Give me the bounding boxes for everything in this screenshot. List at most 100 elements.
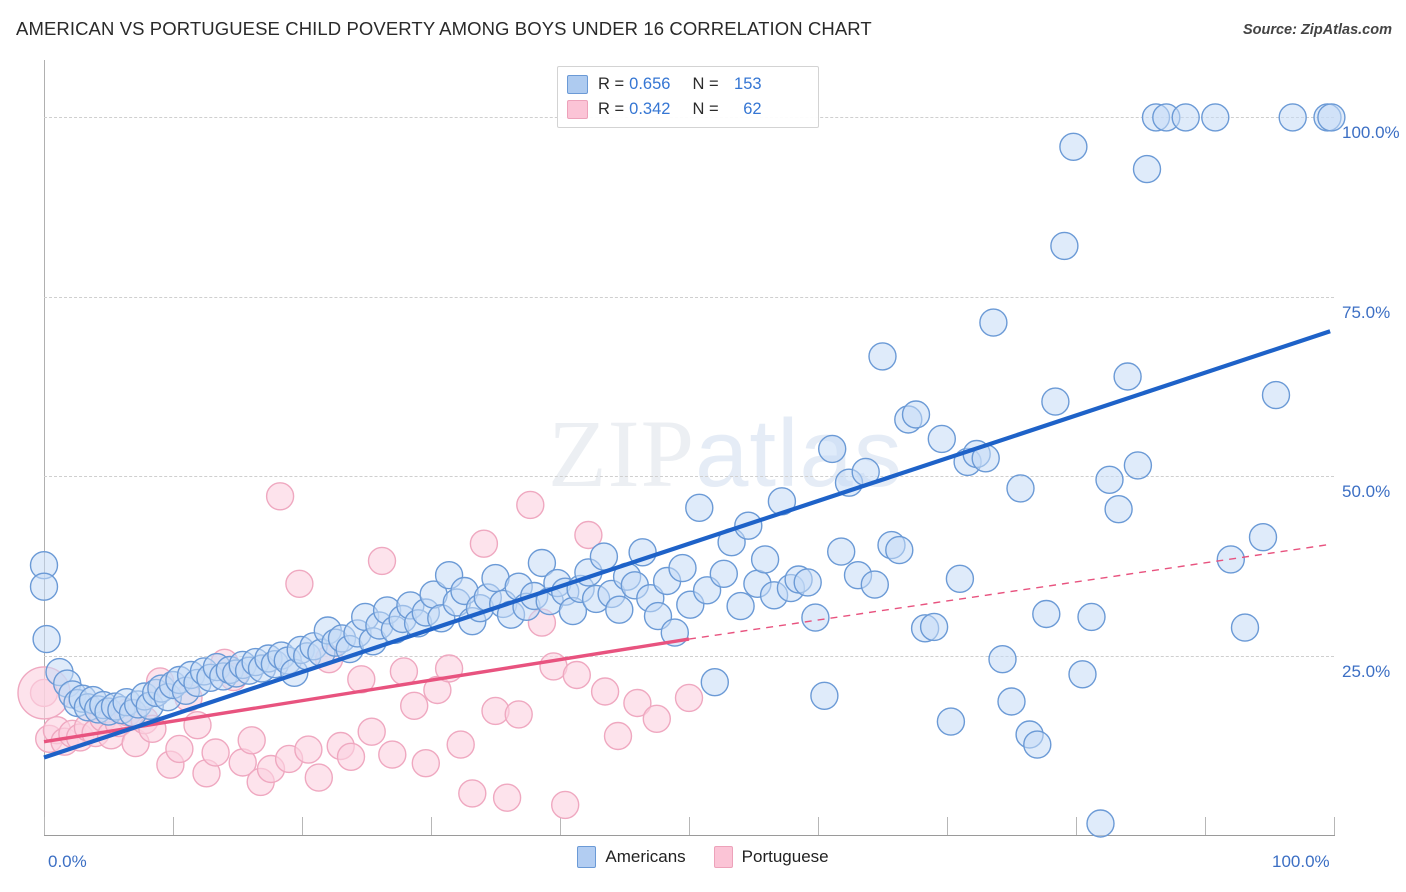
- source-attribution: Source: ZipAtlas.com: [1242, 22, 1392, 38]
- portuguese-data-point: [357, 717, 386, 746]
- portuguese-r-label: R =: [598, 100, 625, 118]
- portuguese-data-point: [201, 738, 230, 767]
- americans-data-point: [527, 548, 557, 578]
- americans-data-point: [750, 545, 780, 574]
- correlation-stats-legend: R = 0.656 N = 153 R = 0.342 N = 62: [557, 66, 819, 128]
- portuguese-data-point: [492, 783, 522, 812]
- americans-r-value: 0.656: [629, 75, 671, 93]
- americans-trendline: [43, 329, 1331, 760]
- x-axis-tick: [818, 817, 819, 835]
- trendlines-group: [43, 329, 1331, 760]
- americans-data-point: [1095, 465, 1124, 494]
- y-tick-label: 50.0%: [1342, 482, 1391, 502]
- legend-item-americans[interactable]: Americans: [577, 846, 686, 868]
- portuguese-data-point: [562, 660, 591, 690]
- americans-n-label: N =: [692, 75, 719, 93]
- americans-data-point: [927, 424, 956, 454]
- portuguese-data-point: [367, 546, 397, 576]
- portuguese-data-point: [294, 735, 323, 764]
- portuguese-data-point: [458, 779, 487, 808]
- portuguese-data-point: [389, 657, 419, 686]
- americans-data-point: [1104, 495, 1133, 524]
- stats-row-americans: R = 0.656 N = 153: [567, 72, 809, 97]
- americans-data-point: [1006, 474, 1035, 503]
- page-title: AMERICAN VS PORTUGUESE CHILD POVERTY AMO…: [16, 18, 872, 39]
- americans-n-value: 153: [734, 75, 762, 93]
- americans-data-point: [1123, 451, 1153, 480]
- x-tick-label-min: 0.0%: [48, 852, 87, 871]
- americans-points-group: [29, 103, 1346, 838]
- stats-row-portuguese: R = 0.342 N = 62: [567, 97, 809, 122]
- americans-data-point: [1317, 103, 1346, 132]
- americans-data-point: [1132, 154, 1162, 184]
- americans-data-point: [685, 493, 714, 522]
- americans-data-point: [668, 553, 697, 583]
- americans-data-point: [818, 434, 847, 464]
- americans-data-point: [1278, 103, 1307, 132]
- americans-data-point: [1023, 730, 1052, 759]
- y-tick-label: 25.0%: [1342, 661, 1391, 681]
- x-axis-tick: [431, 817, 432, 835]
- legend-item-portuguese[interactable]: Portuguese: [713, 846, 829, 868]
- americans-data-point: [919, 612, 949, 642]
- americans-data-point: [801, 603, 830, 632]
- x-axis-tick: [1334, 817, 1335, 835]
- americans-data-point: [700, 668, 729, 697]
- americans-data-point: [885, 535, 914, 565]
- americans-data-point: [1068, 660, 1097, 689]
- portuguese-data-point: [265, 482, 295, 511]
- americans-data-point: [1230, 613, 1260, 642]
- portuguese-n-value: 62: [743, 100, 762, 118]
- americans-data-point: [726, 591, 755, 621]
- portuguese-legend-swatch-icon: [713, 846, 733, 868]
- portuguese-points-group: [17, 482, 704, 820]
- portuguese-r-value: 0.342: [629, 100, 671, 118]
- x-axis-tick: [1076, 817, 1077, 835]
- portuguese-n-label: N =: [692, 100, 719, 118]
- americans-data-point: [1261, 380, 1291, 410]
- americans-data-point: [997, 687, 1026, 716]
- x-axis-tick: [689, 817, 690, 835]
- americans-data-point: [1201, 103, 1230, 132]
- portuguese-data-point: [446, 730, 475, 759]
- x-axis-tick: [302, 817, 303, 835]
- americans-r-label: R =: [598, 75, 625, 93]
- americans-data-point: [1059, 132, 1088, 162]
- americans-data-point: [868, 342, 897, 371]
- americans-data-point: [827, 537, 856, 566]
- americans-data-point: [793, 568, 822, 597]
- portuguese-trendline-extrapolated: [688, 543, 1331, 640]
- portuguese-data-point: [469, 529, 499, 558]
- gridline: [44, 476, 1334, 478]
- americans-swatch-icon: [567, 75, 588, 94]
- americans-data-point: [1086, 809, 1115, 838]
- portuguese-data-point: [623, 688, 652, 718]
- americans-data-point: [810, 681, 839, 710]
- x-axis-line: [44, 835, 1335, 836]
- americans-data-point: [945, 564, 975, 593]
- americans-data-point: [988, 645, 1017, 674]
- americans-data-point: [1171, 103, 1200, 132]
- portuguese-data-point: [603, 721, 633, 751]
- americans-legend-swatch-icon: [577, 846, 597, 868]
- x-tick-label-max: 100.0%: [1272, 852, 1330, 871]
- portuguese-data-point: [551, 790, 580, 820]
- x-axis-tick: [1205, 817, 1206, 835]
- x-axis-tick: [173, 817, 174, 835]
- portuguese-data-point: [504, 700, 533, 729]
- americans-data-point: [936, 707, 966, 736]
- portuguese-data-point: [378, 740, 407, 769]
- y-tick-label: 75.0%: [1342, 302, 1391, 322]
- portuguese-data-point: [304, 763, 333, 792]
- portuguese-data-point: [237, 726, 266, 755]
- portuguese-swatch-icon: [567, 100, 588, 119]
- x-axis-tick: [44, 817, 45, 835]
- americans-data-point: [29, 572, 59, 601]
- portuguese-data-point: [642, 704, 671, 733]
- americans-data-point: [1077, 602, 1106, 632]
- americans-data-point: [979, 308, 1008, 337]
- americans-data-point: [605, 595, 634, 624]
- x-axis-tick: [947, 817, 948, 835]
